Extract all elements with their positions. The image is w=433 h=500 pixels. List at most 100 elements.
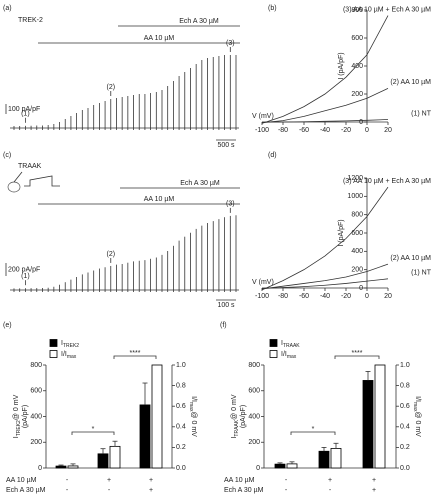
y-tick-label: 0 bbox=[38, 465, 42, 472]
legend-label-part: I bbox=[61, 340, 63, 347]
y-tick-label: 800 bbox=[351, 7, 363, 14]
y2-tick-label: 0.6 bbox=[400, 403, 410, 410]
legend-label-part: TRAAK bbox=[283, 343, 300, 349]
treatment-label: Ech A 30 µM bbox=[180, 180, 220, 187]
y2-tick-label: 0.8 bbox=[176, 382, 186, 389]
significance-bracket bbox=[71, 431, 115, 435]
panel-title: TREK-2 bbox=[18, 17, 43, 24]
y-axis-label-part: I bbox=[231, 437, 238, 439]
cell-cartoon bbox=[7, 171, 60, 193]
y-axis-label: I (pA/pF) bbox=[338, 52, 345, 79]
y2-tick-label: 0.2 bbox=[176, 444, 186, 451]
condition-value: + bbox=[107, 477, 111, 484]
x-tick-label: 0 bbox=[365, 293, 369, 300]
y-axis-label-part: TREK2 bbox=[16, 420, 22, 436]
y-tick-label: 0 bbox=[359, 119, 363, 126]
x-tick-label: -20 bbox=[341, 127, 351, 134]
scalebar-x-label: 100 s bbox=[217, 302, 235, 309]
y-tick-label: 200 bbox=[248, 439, 260, 446]
condition-value: + bbox=[149, 477, 153, 484]
bar bbox=[97, 453, 109, 469]
y-tick-label: 1000 bbox=[347, 193, 363, 200]
y-tick-label: 0 bbox=[256, 465, 260, 472]
y2-tick-label: 0.8 bbox=[400, 382, 410, 389]
voltage-protocol bbox=[24, 175, 60, 187]
condition-value: - bbox=[285, 487, 288, 494]
y-tick-label: 400 bbox=[351, 63, 363, 70]
sweep-marker: (2) bbox=[106, 84, 115, 91]
bar bbox=[374, 364, 386, 469]
y2-tick-label: 0.2 bbox=[400, 444, 410, 451]
x-tick-label: 20 bbox=[384, 127, 392, 134]
y-tick-label: 800 bbox=[30, 362, 42, 369]
bar bbox=[55, 465, 67, 469]
y2-axis-label-part: max bbox=[188, 402, 194, 412]
panel-label: (d) bbox=[268, 152, 277, 159]
significance-bracket bbox=[290, 431, 336, 435]
bar bbox=[362, 380, 374, 469]
condition-value: + bbox=[149, 487, 153, 494]
legend-label-part: max bbox=[67, 354, 77, 360]
y-tick-label: 600 bbox=[351, 230, 363, 237]
x-tick-label: 0 bbox=[365, 127, 369, 134]
y2-axis-label-part: @ 0 mV bbox=[414, 411, 421, 437]
x-tick-label: -40 bbox=[320, 127, 330, 134]
y-axis-unit: (pA/pF) bbox=[240, 405, 247, 428]
x-tick-label: 20 bbox=[384, 293, 392, 300]
x-tick-label: -40 bbox=[320, 293, 330, 300]
sweep-marker: (3) bbox=[226, 40, 235, 47]
y-axis-label: I (pA/pF) bbox=[338, 219, 345, 246]
x-axis-label: V (mV) bbox=[252, 113, 274, 120]
condition-value: - bbox=[285, 477, 288, 484]
significance-bracket bbox=[334, 355, 380, 359]
y-axis-label: ITRAAK@ 0 mV bbox=[231, 394, 240, 438]
y2-axis-label-part: I/I bbox=[190, 396, 197, 402]
y-tick-label: 200 bbox=[30, 439, 42, 446]
legend-label-part: max bbox=[287, 354, 297, 360]
treatment-label: AA 10 µM bbox=[144, 196, 175, 203]
y-tick-label: 600 bbox=[30, 388, 42, 395]
y-axis-label-part: @ 0 mV bbox=[13, 394, 20, 420]
y-tick-label: 800 bbox=[248, 362, 260, 369]
x-tick-label: -80 bbox=[278, 127, 288, 134]
significance-bracket bbox=[113, 355, 157, 359]
x-tick-label: -100 bbox=[255, 127, 269, 134]
scalebar-y-label: 100 pA/pF bbox=[8, 106, 40, 113]
y2-tick-label: 1.0 bbox=[400, 362, 410, 369]
legend-label: ITREK2 bbox=[61, 340, 79, 349]
y-tick-label: 1200 bbox=[347, 175, 363, 182]
condition-label: Ech A 30 µM bbox=[224, 487, 264, 494]
sweep-marker: (2) bbox=[106, 251, 115, 258]
treatment-label: Ech A 30 µM bbox=[179, 18, 219, 25]
y2-tick-label: 0.4 bbox=[176, 424, 186, 431]
y2-axis-label-part: I/I bbox=[414, 396, 421, 402]
panel-label: (b) bbox=[268, 5, 277, 12]
condition-label: Ech A 30 µM bbox=[6, 487, 46, 494]
condition-value: + bbox=[372, 487, 376, 494]
y2-axis-label: I/Imax@ 0 mV bbox=[412, 396, 421, 437]
bar bbox=[318, 450, 330, 469]
x-tick-label: -100 bbox=[255, 293, 269, 300]
y-axis-unit: (pA/pF) bbox=[22, 405, 29, 428]
bar bbox=[109, 445, 121, 469]
iv-curve bbox=[261, 186, 389, 291]
condition-value: - bbox=[329, 487, 332, 494]
x-tick-label: -60 bbox=[299, 127, 309, 134]
significance-label: * bbox=[92, 426, 95, 433]
legend-swatch bbox=[269, 339, 278, 347]
condition-value: + bbox=[372, 477, 376, 484]
panel-title: TRAAK bbox=[18, 163, 42, 170]
panel-label: (c) bbox=[3, 152, 11, 159]
iv-curve bbox=[261, 88, 389, 124]
y-tick-label: 600 bbox=[351, 35, 363, 42]
y2-tick-label: 0.4 bbox=[400, 424, 410, 431]
panel-label: (a) bbox=[3, 5, 12, 12]
significance-label: **** bbox=[130, 350, 141, 357]
significance-label: * bbox=[312, 426, 315, 433]
scalebar-x-label: 500 s bbox=[217, 142, 235, 149]
series-label: (1) NT bbox=[411, 110, 432, 117]
x-tick-label: -60 bbox=[299, 293, 309, 300]
legend-label: ITRAAK bbox=[281, 340, 300, 349]
